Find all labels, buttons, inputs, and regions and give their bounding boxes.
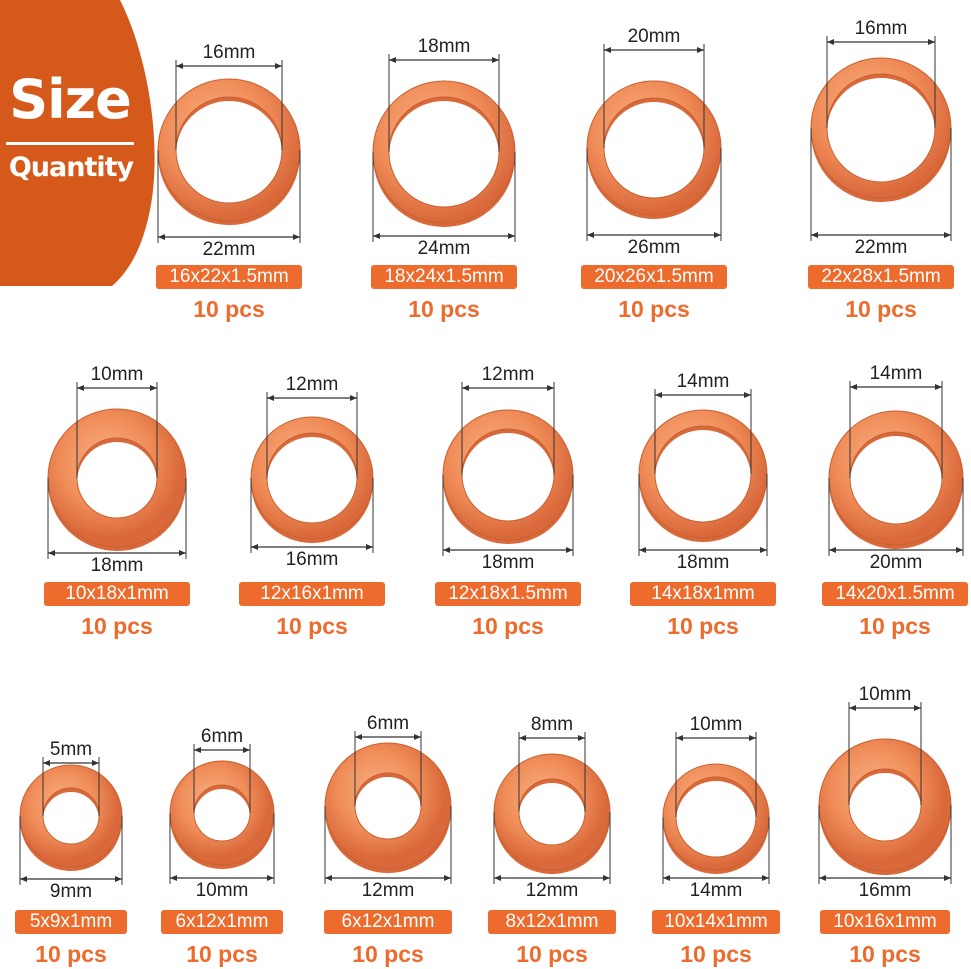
inner-diameter-label: 12mm: [481, 364, 535, 385]
quantity-label: 10 pcs: [408, 296, 480, 322]
quantity-label: 10 pcs: [352, 941, 424, 967]
washer-edge: [373, 85, 515, 227]
size-spec-label: 14x18x1mm: [630, 582, 776, 606]
quantity-label: 10 pcs: [859, 613, 931, 639]
size-spec-label: 8x12x1mm: [488, 910, 616, 934]
washer-ring: [443, 410, 573, 540]
outer-diameter-label: 24mm: [417, 238, 471, 259]
washer-edge: [663, 768, 769, 874]
size-spec-label: 10x18x1mm: [44, 582, 190, 606]
size-spec-label: 12x16x1mm: [239, 582, 385, 606]
washer-edge: [158, 83, 300, 225]
quantity-label: 10 pcs: [667, 613, 739, 639]
washer-ring: [251, 417, 373, 539]
washer-ring: [325, 743, 451, 869]
washer-ring: [829, 411, 963, 545]
outer-diameter-label: 14mm: [689, 880, 743, 901]
washer-ring: [48, 409, 186, 547]
washer-ring: [494, 754, 610, 870]
inner-diameter-label: 14mm: [869, 363, 923, 384]
size-spec-label: 20x26x1.5mm: [581, 265, 727, 289]
badge-title: Size: [9, 68, 131, 131]
outer-diameter-label: 12mm: [525, 880, 579, 901]
quantity-label: 10 pcs: [849, 941, 921, 967]
outer-diameter-label: 22mm: [202, 239, 256, 260]
outer-diameter-label: 9mm: [49, 881, 93, 902]
washer-ring: [170, 761, 274, 865]
quantity-label: 10 pcs: [276, 613, 348, 639]
quantity-label: 10 pcs: [193, 296, 265, 322]
size-spec-label: 16x22x1.5mm: [156, 265, 302, 289]
inner-diameter-label: 12mm: [285, 374, 339, 395]
washer-edge: [251, 421, 373, 543]
washer-ring: [158, 79, 300, 221]
washer-edge: [587, 85, 721, 219]
inner-diameter-label: 8mm: [530, 714, 574, 735]
quantity-label: 10 pcs: [186, 941, 258, 967]
washer-ring: [819, 739, 951, 871]
washer-edge: [48, 413, 186, 551]
washer-edge: [170, 765, 274, 869]
quantity-label: 10 pcs: [516, 941, 588, 967]
outer-diameter-label: 18mm: [676, 552, 730, 573]
quantity-label: 10 pcs: [680, 941, 752, 967]
inner-diameter-label: 10mm: [858, 684, 912, 705]
washer-ring: [639, 410, 767, 538]
washer-edge: [494, 758, 610, 874]
inner-diameter-label: 10mm: [689, 714, 743, 735]
inner-diameter-label: 10mm: [90, 364, 144, 385]
outer-diameter-label: 22mm: [854, 237, 908, 258]
outer-diameter-label: 20mm: [869, 552, 923, 573]
inner-diameter-label: 14mm: [676, 371, 730, 392]
size-spec-label: 5x9x1mm: [15, 910, 127, 934]
outer-diameter-label: 16mm: [285, 549, 339, 570]
size-spec-label: 6x12x1mm: [161, 910, 283, 934]
inner-diameter-label: 5mm: [49, 739, 93, 760]
size-spec-label: 18x24x1.5mm: [371, 265, 517, 289]
washer-edge: [325, 747, 451, 873]
badge-subtitle: Quantity: [8, 152, 134, 183]
inner-diameter-label: 6mm: [200, 726, 244, 747]
washer-edge: [20, 769, 122, 871]
outer-diameter-label: 10mm: [195, 880, 249, 901]
size-spec-label: 14x20x1.5mm: [822, 582, 968, 606]
outer-diameter-label: 16mm: [858, 880, 912, 901]
quantity-label: 10 pcs: [618, 296, 690, 322]
quantity-label: 10 pcs: [472, 613, 544, 639]
size-spec-label: 6x12x1mm: [324, 910, 452, 934]
size-spec-label: 12x18x1.5mm: [435, 582, 581, 606]
quantity-label: 10 pcs: [35, 941, 107, 967]
badge-divider: [6, 142, 134, 145]
washer-edge: [829, 415, 963, 549]
washer-edge: [819, 743, 951, 875]
inner-diameter-label: 6mm: [366, 713, 410, 734]
outer-diameter-label: 18mm: [481, 552, 535, 573]
washer-edge: [811, 62, 951, 202]
size-quantity-badge: Size Quantity: [0, 0, 160, 286]
washer-ring: [663, 764, 769, 870]
quantity-label: 10 pcs: [845, 296, 917, 322]
washer-edge: [443, 414, 573, 544]
inner-diameter-label: 18mm: [417, 36, 471, 57]
washer-ring: [811, 58, 951, 198]
washer-edge: [639, 414, 767, 542]
inner-diameter-label: 16mm: [202, 42, 256, 63]
inner-diameter-label: 20mm: [627, 26, 681, 47]
washer-ring: [373, 81, 515, 223]
washer-ring: [587, 81, 721, 215]
inner-diameter-label: 16mm: [854, 18, 908, 39]
quantity-label: 10 pcs: [81, 613, 153, 639]
outer-diameter-label: 12mm: [361, 880, 415, 901]
washer-ring: [20, 765, 122, 867]
size-spec-label: 10x14x1mm: [652, 910, 780, 934]
outer-diameter-label: 18mm: [90, 555, 144, 576]
outer-diameter-label: 26mm: [627, 237, 681, 258]
size-spec-label: 10x16x1mm: [820, 910, 950, 934]
size-spec-label: 22x28x1.5mm: [808, 265, 954, 289]
